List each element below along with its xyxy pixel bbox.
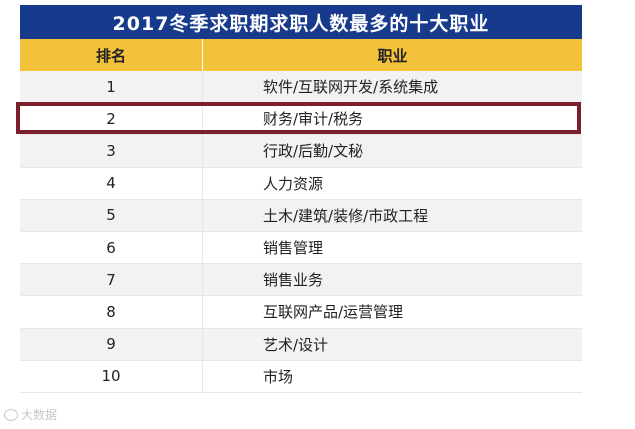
table-header: 排名 职业: [20, 39, 582, 71]
table-row: 4 人力资源: [20, 167, 582, 200]
rank-cell: 1: [106, 77, 116, 96]
table-row: 2 财务/审计/税务: [20, 103, 582, 136]
job-cell: 销售管理: [202, 231, 582, 264]
job-cell: 人力资源: [202, 167, 582, 199]
table-body: 1 软件/互联网开发/系统集成 2 财务/审计/税务 3 行政/后勤/文秘 4 …: [20, 71, 582, 393]
rank-cell: 5: [106, 206, 116, 225]
table-row: 9 艺术/设计: [20, 328, 582, 361]
watermark: 大数据: [4, 406, 57, 423]
table-row: 8 互联网产品/运营管理: [20, 296, 582, 329]
rank-cell: 3: [106, 141, 116, 160]
watermark-text: 大数据: [21, 408, 58, 422]
table-row: 3 行政/后勤/文秘: [20, 135, 582, 168]
rank-cell: 2: [106, 109, 116, 128]
header-rank: 排名: [95, 46, 126, 65]
job-cell: 艺术/设计: [202, 328, 582, 360]
rank-cell: 10: [101, 367, 121, 386]
job-cell: 土木/建筑/装修/市政工程: [202, 199, 582, 231]
table-row: 6 销售管理: [20, 231, 582, 265]
table-row: 5 土木/建筑/装修/市政工程: [20, 199, 582, 232]
rank-cell: 9: [106, 335, 116, 354]
rank-cell: 7: [106, 270, 116, 289]
wechat-icon: [4, 408, 18, 421]
table-title: 2017冬季求职期求职人数最多的十大职业: [20, 5, 582, 39]
header-job: 职业: [202, 39, 582, 71]
table-row: 7 销售业务: [20, 264, 582, 297]
job-cell: 互联网产品/运营管理: [202, 296, 582, 328]
rank-cell: 6: [106, 238, 116, 257]
job-cell: 行政/后勤/文秘: [202, 135, 582, 167]
job-cell: 财务/审计/税务: [202, 103, 582, 135]
table-row: 10 市场: [20, 360, 582, 393]
job-cell: 市场: [202, 360, 582, 392]
table-row: 1 软件/互联网开发/系统集成: [20, 71, 582, 104]
job-cell: 软件/互联网开发/系统集成: [202, 71, 582, 103]
rank-cell: 4: [106, 174, 116, 193]
rank-cell: 8: [106, 302, 116, 321]
job-cell: 销售业务: [202, 264, 582, 296]
